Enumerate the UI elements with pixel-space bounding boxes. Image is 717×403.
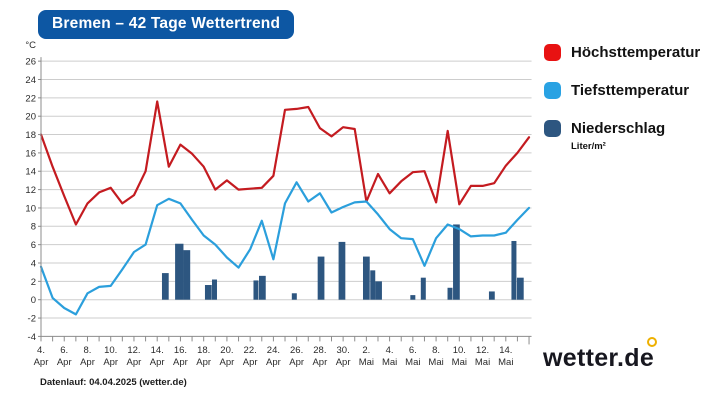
x-tick-label-month: Mai	[382, 357, 397, 368]
niederschlag-bar	[488, 291, 495, 300]
x-tick-label-day: 14.	[151, 345, 164, 356]
x-tick-label-day: 6.	[60, 345, 68, 356]
tiefsttemperatur-line	[39, 181, 531, 316]
datenlauf-note: Datenlauf: 04.04.2025 (wetter.de)	[40, 377, 187, 388]
niederschlag-bar	[211, 279, 217, 300]
legend-item-tiefsttemperatur: Tiefsttemperatur	[544, 82, 700, 99]
degree-ring-icon	[647, 337, 658, 347]
x-tick-label-day: 30.	[337, 345, 350, 356]
legend-label: Höchsttemperatur	[571, 44, 701, 61]
niederschlag-bar	[175, 243, 184, 300]
y-tick-label: 0	[31, 295, 36, 306]
x-tick-label-day: 10.	[104, 345, 117, 356]
niederschlag-bar	[258, 275, 266, 300]
niederschlag-bar	[338, 241, 346, 300]
x-tick-label-month: Mai	[405, 357, 420, 368]
x-tick-label-day: 24.	[267, 345, 280, 356]
x-tick-label-day: 16.	[174, 345, 187, 356]
x-tick-label-month: Apr	[336, 357, 351, 368]
niederschlag-bar	[516, 277, 524, 300]
x-tick-label-month: Mai	[359, 357, 374, 368]
y-tick-label: 6	[31, 240, 36, 251]
page-title: Bremen – 42 Tage Wettertrend	[38, 10, 295, 39]
x-tick-label-day: 8.	[432, 345, 440, 356]
niederschlag-bar	[511, 240, 517, 300]
x-tick-label-month: Apr	[173, 357, 188, 368]
x-tick-label-month: Mai	[475, 357, 490, 368]
y-tick-label: 24	[25, 75, 36, 86]
x-tick-label-day: 20.	[220, 345, 233, 356]
x-tick-label-month: Apr	[80, 357, 95, 368]
niederschlag-bar	[420, 277, 426, 300]
y-tick-label: 8	[31, 222, 36, 233]
y-tick-label: 18	[25, 130, 36, 141]
x-tick-label-month: Apr	[196, 357, 211, 368]
niederschlag-bar	[375, 281, 382, 300]
x-tick-label-month: Apr	[127, 357, 142, 368]
wetter-de-logo: wetter.de	[543, 337, 658, 373]
niederschlag-bar	[447, 287, 453, 300]
y-tick-label: -2	[28, 313, 36, 324]
y-tick-label: 12	[25, 185, 36, 196]
y-tick-label: -4	[28, 332, 36, 343]
x-tick-label-day: 6.	[409, 345, 417, 356]
x-tick-label-month: Mai	[498, 357, 513, 368]
x-tick-label-month: Mai	[428, 357, 443, 368]
niederschlag-bar	[453, 224, 460, 300]
y-tick-label: 20	[25, 112, 36, 123]
chart-legend: Höchsttemperatur Tiefsttemperatur Nieder…	[544, 44, 700, 152]
logo-text: wetter.de	[543, 344, 655, 372]
tiefsttemperatur-swatch-icon	[544, 82, 561, 99]
x-tick-label-day: 4.	[37, 345, 45, 356]
x-tick-label-day: 2.	[362, 345, 370, 356]
x-tick-label-day: 12.	[127, 345, 140, 356]
hoechsttemperatur-swatch-icon	[544, 44, 561, 61]
x-tick-label-day: 8.	[84, 345, 92, 356]
niederschlag-bar	[291, 293, 297, 300]
x-tick-label-month: Apr	[57, 357, 72, 368]
x-tick-label-month: Apr	[243, 357, 258, 368]
y-axis-unit-label: °C	[25, 40, 36, 51]
y-tick-label: 4	[31, 258, 36, 269]
legend-item-niederschlag: Niederschlag	[544, 120, 700, 137]
x-tick-label-month: Apr	[150, 357, 165, 368]
niederschlag-bar	[204, 285, 212, 300]
legend-label: Niederschlag	[571, 120, 666, 137]
niederschlag-bar	[410, 295, 416, 300]
legend-item-hoechsttemperatur: Höchsttemperatur	[544, 44, 700, 61]
x-tick-label-month: Apr	[289, 357, 304, 368]
x-tick-label-day: 14.	[499, 345, 512, 356]
x-tick-label-day: 22.	[244, 345, 257, 356]
x-tick-label-month: Apr	[103, 357, 118, 368]
niederschlag-bar	[183, 250, 191, 300]
höchsttemperatur-line	[39, 100, 531, 226]
x-tick-label-day: 4.	[386, 345, 394, 356]
x-tick-label-month: Mai	[452, 357, 467, 368]
niederschlag-bar	[161, 273, 169, 300]
y-tick-label: 2	[31, 277, 36, 288]
x-tick-label-day: 10.	[453, 345, 466, 356]
niederschlag-bar	[317, 256, 325, 300]
legend-label: Tiefsttemperatur	[571, 82, 690, 99]
x-tick-label-day: 12.	[476, 345, 489, 356]
y-tick-label: 14	[25, 167, 36, 178]
niederschlag-bar	[253, 280, 259, 300]
x-tick-label-day: 18.	[197, 345, 210, 356]
x-tick-label-month: Apr	[220, 357, 235, 368]
y-tick-label: 10	[25, 203, 36, 214]
x-tick-label-day: 26.	[290, 345, 303, 356]
x-tick-label-month: Apr	[34, 357, 49, 368]
y-tick-label: 22	[25, 93, 36, 104]
x-tick-label-month: Apr	[312, 357, 327, 368]
y-tick-label: 16	[25, 148, 36, 159]
x-tick-label-month: Apr	[266, 357, 281, 368]
x-tick-label-day: 28.	[313, 345, 326, 356]
niederschlag-bar	[370, 270, 376, 300]
niederschlag-bar	[362, 256, 370, 300]
niederschlag-swatch-icon	[544, 120, 561, 137]
niederschlag-unit-label: Liter/m²	[571, 141, 606, 152]
y-tick-label: 26	[25, 57, 36, 68]
